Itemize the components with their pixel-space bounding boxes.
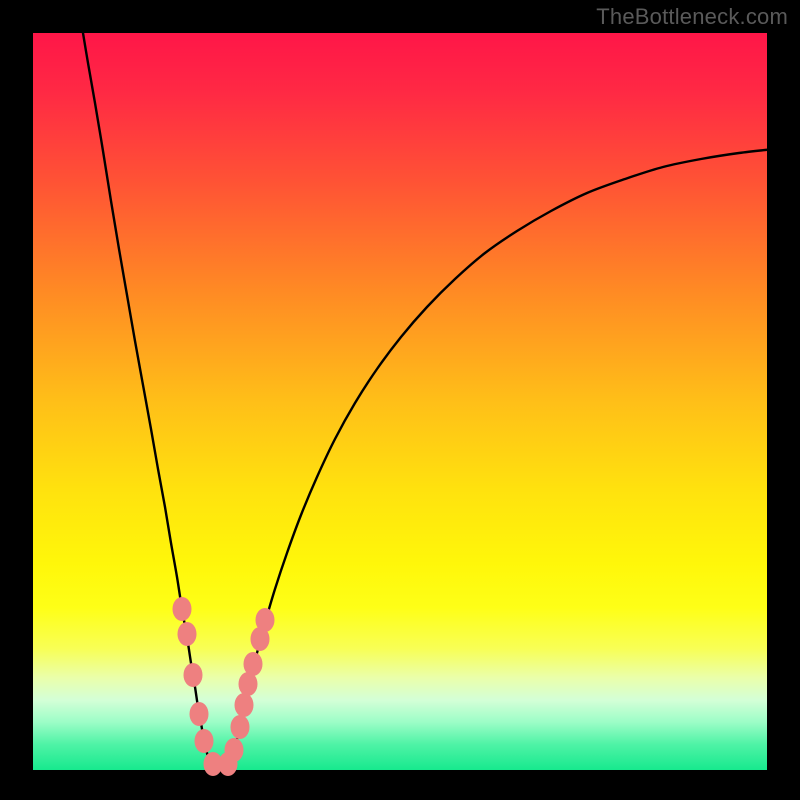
data-marker	[235, 693, 254, 717]
left-curve	[82, 27, 220, 770]
chart-frame: TheBottleneck.com	[0, 0, 800, 800]
data-marker	[195, 729, 214, 753]
markers-right-group	[219, 608, 275, 776]
right-curve	[220, 149, 775, 770]
data-marker	[173, 597, 192, 621]
data-marker	[178, 622, 197, 646]
data-marker	[225, 738, 244, 762]
data-marker	[231, 715, 250, 739]
curves-layer	[33, 33, 767, 770]
data-marker	[190, 702, 209, 726]
data-marker	[244, 652, 263, 676]
plot-area	[33, 33, 767, 770]
data-marker	[256, 608, 275, 632]
watermark-text: TheBottleneck.com	[596, 4, 788, 30]
markers-left-group	[173, 597, 223, 776]
data-marker	[184, 663, 203, 687]
